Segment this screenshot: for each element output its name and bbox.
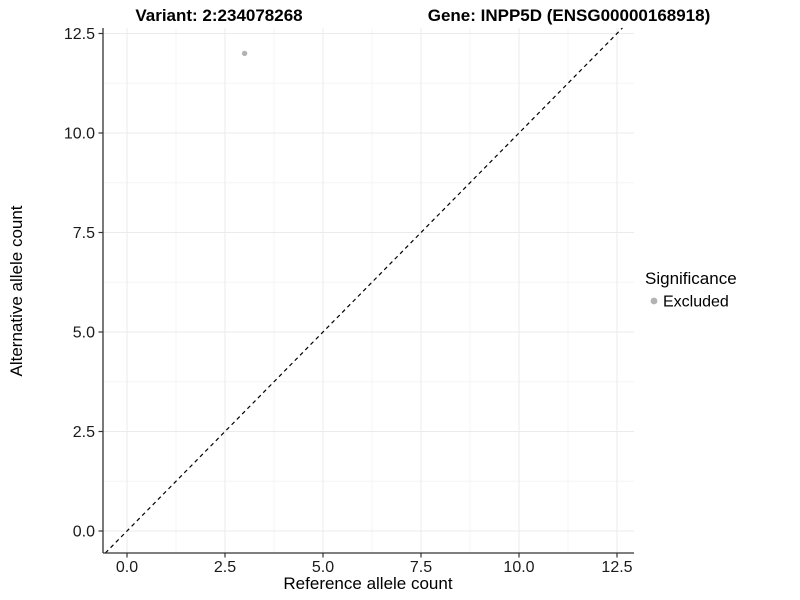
legend-item-label-excluded: Excluded [663,294,729,311]
legend: Significance Excluded [645,269,737,311]
data-points [241,50,248,57]
x-tick-label: 2.5 [214,559,236,576]
x-axis-tick-labels: 0.0 2.5 5.0 7.5 10.0 12.5 [116,559,633,576]
axis-tick-marks [98,32,618,558]
legend-title: Significance [645,269,737,288]
y-tick-label: 12.5 [64,26,95,43]
x-tick-label: 5.0 [312,559,334,576]
y-axis-title: Alternative allele count [7,205,26,376]
data-point-excluded [241,50,248,57]
x-tick-label: 12.5 [601,559,632,576]
plot-title-gene: Gene: INPP5D (ENSG00000168918) [428,6,711,25]
y-tick-label: 5.0 [73,325,95,342]
y-tick-label: 7.5 [73,225,95,242]
y-tick-label: 2.5 [73,424,95,441]
legend-marker-excluded-icon [650,297,658,305]
gridlines-minor [103,28,634,553]
plot-title-variant: Variant: 2:234078268 [135,6,302,25]
identity-dashed-line [104,27,623,554]
x-tick-label: 0.0 [116,559,138,576]
x-tick-label: 10.0 [503,559,534,576]
y-tick-label: 10.0 [64,126,95,143]
y-axis-tick-labels: 0.0 2.5 5.0 7.5 10.0 12.5 [64,26,95,541]
x-axis-title: Reference allele count [283,574,452,593]
x-tick-label: 7.5 [410,559,432,576]
gridlines-major [103,28,634,553]
y-tick-label: 0.0 [73,524,95,541]
